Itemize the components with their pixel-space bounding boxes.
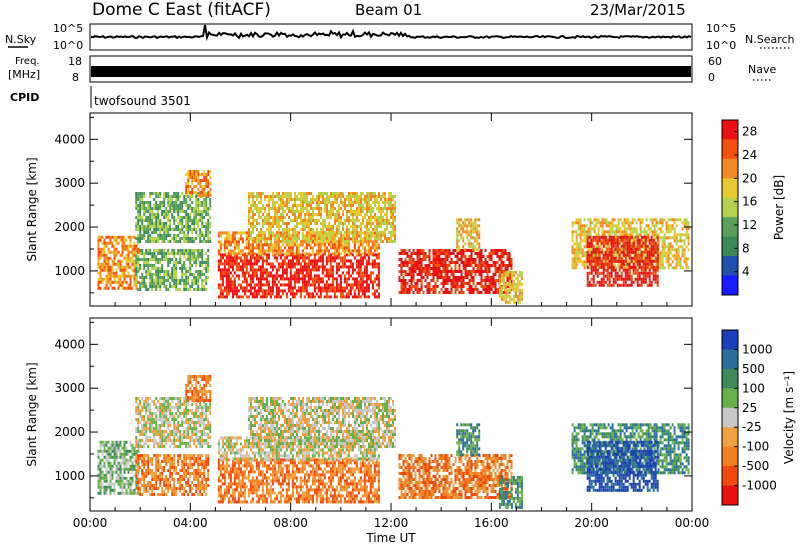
noise-left-tick-bottom: 10^0 [53, 39, 83, 52]
freq-right-tick-top: 60 [708, 55, 722, 68]
power-colorbar-frame [721, 119, 739, 296]
vel-colorbar-label: -25 [742, 420, 762, 434]
power-colorbar-cell [722, 158, 738, 179]
xtick-label: 08:00 [273, 516, 308, 530]
freq-left-tick-bottom: 8 [72, 71, 79, 84]
freq-trace [91, 66, 691, 77]
beam-title: Beam 01 [355, 1, 422, 19]
power-colorbar-title: Power [dB] [772, 175, 786, 240]
vel-colorbar-label: -500 [742, 459, 769, 473]
vel-colorbar-label: -1000 [742, 479, 777, 493]
freq-right-tick-bottom: 0 [708, 71, 715, 84]
noise-panel: N.Sky 10^5 10^0 10^5 10^0 N.Search [5, 22, 795, 52]
vel-colorbar-cell [722, 466, 738, 487]
freq-left-label-1: Freq. [15, 56, 40, 67]
freq-panel: Freq. [MHz] 18 8 60 0 Nave [8, 55, 776, 84]
power-colorbar-cell [722, 197, 738, 218]
cpid-label: CPID [10, 91, 39, 104]
power-colorbar-cell [722, 139, 738, 160]
noise-trace [90, 24, 692, 42]
power-colorbar-cell [722, 217, 738, 238]
power-colorbar-label: 8 [742, 241, 750, 255]
station-title: Dome C East (fitACF) [92, 0, 271, 20]
power-colorbar-label: 12 [742, 218, 757, 232]
power-colorbar-label: 20 [742, 171, 757, 185]
vel-colorbar-label: 100 [742, 381, 765, 395]
vel-ylabel: Slant Range [km] [25, 362, 39, 466]
vel-colorbar-cell [722, 388, 738, 409]
vel-colorbar-label: 500 [742, 362, 765, 376]
noise-right-label: N.Search [745, 33, 795, 46]
power-colorbar-cell [722, 236, 738, 257]
vel-ytick-label: 2000 [54, 425, 85, 439]
vel-colorbar-cell [722, 446, 738, 467]
chart-layer: 1000 2000 3000 4000 Slant Range [km] 4 8 12 16 20… [25, 112, 796, 545]
power-colorbar-cell [722, 120, 738, 140]
date-title: 23/Mar/2015 [590, 1, 686, 19]
freq-right-label: Nave [748, 63, 776, 76]
vel-data [97, 375, 690, 509]
vel-colorbar-cell [722, 407, 738, 428]
vel-colorbar-frame [721, 329, 739, 506]
power-colorbar-label: 24 [742, 148, 757, 162]
power-colorbar-cell [722, 178, 738, 199]
power-colorbar-cell [722, 275, 738, 296]
power-colorbar: 4 8 12 16 20 24 28 Power [dB] [721, 119, 786, 296]
noise-line [90, 24, 692, 42]
power-data [97, 170, 690, 304]
power-ytick-label: 2000 [54, 220, 85, 234]
power-ylabel: Slant Range [km] [25, 157, 39, 261]
vel-colorbar-cell [722, 368, 738, 389]
power-colorbar-label: 4 [742, 265, 750, 279]
vel-colorbar-label: 25 [742, 401, 757, 415]
vel-ytick-label: 3000 [54, 381, 85, 395]
xtick-label: 12:00 [374, 516, 409, 530]
vel-colorbar-label: -100 [742, 440, 769, 454]
power-colorbar-label: 16 [742, 195, 757, 209]
noise-left-label: N.Sky [5, 33, 37, 46]
power-ytick-label: 1000 [54, 264, 85, 278]
vel-colorbar-cell [722, 330, 738, 350]
vel-colorbar-label: 1000 [742, 342, 773, 356]
xtick-label: 00:00 [675, 516, 710, 530]
vel-ytick-label: 4000 [54, 337, 85, 351]
vel-colorbar: 1000 500 100 25 -25 -100 -500 -1000 Velocity [m … [721, 329, 796, 506]
xtick-label: 00:00 [73, 516, 108, 530]
power-colorbar-cell [722, 256, 738, 277]
freq-left-tick-top: 18 [68, 55, 82, 68]
freq-left-label-2: [MHz] [8, 68, 40, 81]
xtick-label: 20:00 [574, 516, 609, 530]
cpid-value: twofsound 3501 [94, 94, 191, 108]
vel-panel: 1000 2000 3000 4000 00:00 04:00 08:00 12:00 16:0… [25, 317, 796, 545]
noise-right-tick-top: 10^5 [706, 22, 736, 35]
power-panel: 1000 2000 3000 4000 Slant Range [km] 4 8 12 16 20… [25, 112, 786, 307]
noise-left-tick-top: 10^5 [53, 22, 83, 35]
vel-colorbar-cell [722, 485, 738, 506]
power-ytick-label: 4000 [54, 132, 85, 146]
vel-ytick-label: 1000 [54, 469, 85, 483]
xtick-label: 04:00 [173, 516, 208, 530]
noise-right-tick-bottom: 10^0 [706, 39, 736, 52]
xlabel: Time UT [365, 531, 416, 545]
vel-colorbar-cell [722, 427, 738, 448]
vel-colorbar-cell [722, 349, 738, 370]
xtick-label: 16:00 [474, 516, 509, 530]
power-ytick-label: 3000 [54, 176, 85, 190]
power-colorbar-label: 28 [742, 125, 757, 139]
vel-colorbar-title: Velocity [m s⁻¹] [782, 371, 796, 464]
